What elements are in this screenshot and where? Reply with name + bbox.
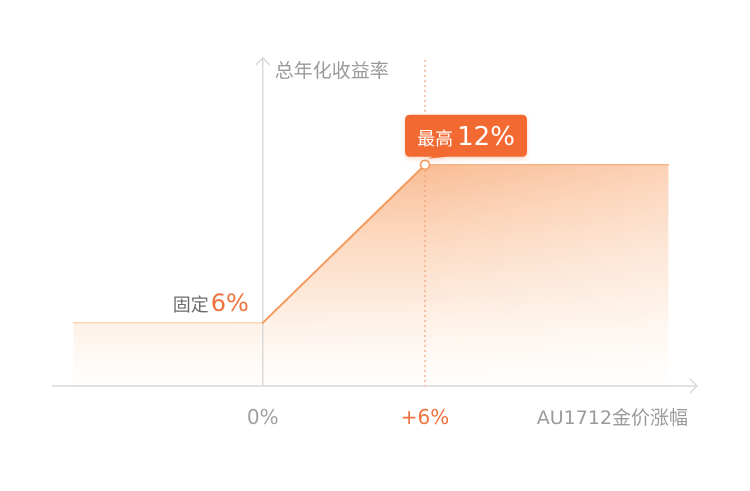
floor-value: 6% bbox=[211, 289, 249, 317]
x-axis-title: AU1712金价涨幅 bbox=[537, 407, 688, 429]
cap-point-marker bbox=[419, 159, 431, 171]
cap-prefix: 最高 bbox=[417, 129, 453, 150]
x-axis-arrow bbox=[689, 378, 698, 394]
floor-annotation: 固定6% bbox=[173, 289, 249, 317]
x-tick-label-1: 0% bbox=[247, 405, 279, 429]
x-tick-label-2: +6% bbox=[401, 405, 450, 429]
floor-prefix: 固定 bbox=[173, 295, 209, 316]
y-axis-arrow bbox=[255, 57, 271, 66]
series-segment-2 bbox=[261, 163, 427, 324]
payoff-area-highlight bbox=[73, 164, 669, 386]
cap-annotation: 最高 12% bbox=[405, 114, 528, 159]
svg-text:固定6%: 固定6% bbox=[173, 289, 249, 317]
y-axis-title: 总年化收益率 bbox=[275, 60, 389, 82]
cap-value: 12% bbox=[457, 122, 515, 152]
cap-badge bbox=[405, 114, 528, 159]
